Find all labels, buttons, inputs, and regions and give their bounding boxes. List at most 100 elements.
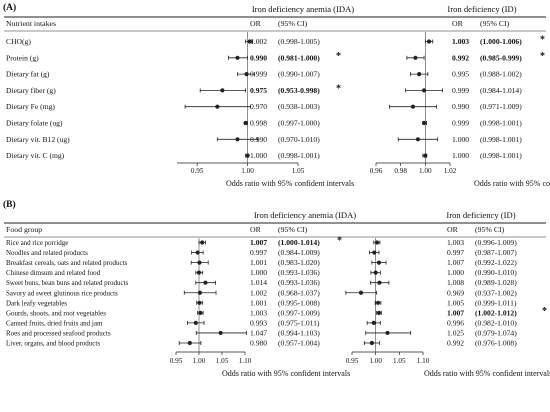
ci-value: (0.999-1.011) [475,298,517,307]
panel-label: (B) [3,199,16,210]
or-value: 1.000 [447,268,464,277]
or-point [244,72,249,77]
row-label: Breakfast cereals, oats and related prod… [6,259,128,267]
or-point [413,55,418,60]
or-point [197,260,202,265]
or-value: 1.001 [250,258,267,267]
or-point [198,310,203,315]
ci-value: (0.997-1.000) [278,119,320,128]
row-label: Rice and rice porridge [6,239,68,247]
series-title: Iron deficiency anemia (IDA) [254,210,356,220]
or-point [417,72,422,77]
x-axis-label: Odds ratio with 95% confident intervals [222,369,350,378]
row-label: Dietary folate (ug) [6,119,63,128]
x-tick-label: 1.00 [193,357,206,365]
column-header-or: OR [447,225,459,234]
or-value: 0.969 [447,288,464,297]
significance-star: * [336,51,341,62]
ci-value: (0.992-1.022) [475,258,517,267]
or-point [375,300,381,305]
x-tick-label: 0.95 [191,167,204,175]
or-point [196,270,202,275]
x-axis-label: Odds ratio with 95% confident intervals [424,369,550,378]
ci-value: (0.937-1.002) [475,288,517,297]
or-value: 1.007 [447,258,464,267]
or-value: 1.014 [250,278,267,287]
or-point [377,280,382,285]
ci-value: (0.982-1.010) [475,318,517,327]
or-value: 0.998 [250,119,267,128]
ci-value: (0.990-1.007) [278,70,320,79]
or-value: 1.002 [250,288,267,297]
x-tick-label: 1.10 [417,357,430,365]
or-point [415,137,421,142]
panel-label: (A) [3,2,16,13]
ci-value: (0.987-1.007) [475,248,517,257]
x-tick-label: 0.95 [346,357,359,365]
significance-star: * [542,306,547,317]
or-point [426,39,432,44]
or-point [197,300,202,305]
or-point [203,280,208,285]
ci-value: (0.971-1.009) [480,102,522,111]
or-value: 1.003 [452,37,469,46]
or-value: 1.000 [452,151,469,160]
series-title: Iron deficiency (ID) [447,4,516,14]
ci-value: (0.998-1.001) [480,135,522,144]
x-tick-label: 1.02 [444,167,457,175]
x-tick-label: 0.96 [370,167,383,175]
x-tick-label: 1.00 [241,167,254,175]
row-label: Liver, organs, and blood products [6,340,100,348]
row-label: Protein (g) [6,53,39,62]
ci-value: (0.998-1.005) [278,37,320,46]
or-point [422,88,427,93]
row-label: Dietary fat (g) [6,70,50,79]
or-value: 1.007 [447,308,464,317]
or-point [220,88,225,93]
ci-value: (0.998-1.001) [278,151,320,160]
row-label: Chinese dimsum and related food [6,269,101,277]
row-label: Dietary vit. C (mg) [6,151,65,160]
row-label: Roes and processed seafood products [6,329,111,337]
or-point [247,39,252,44]
ci-value: (0.997-1.009) [278,308,320,317]
column-header-or: OR [250,225,262,234]
or-point [187,340,192,346]
or-value: 0.990 [452,102,469,111]
row-label: CHO(g) [6,37,31,46]
or-point [371,320,376,325]
or-point [369,340,374,346]
ci-value: (0.996-1.009) [475,238,517,247]
row-label: Dark leafy vegetables [6,299,67,307]
or-value: 0.993 [250,318,267,327]
ci-value: (0.998-1.001) [480,119,522,128]
row-label: Dietary fiber (g) [6,86,56,95]
column-header-label: Food group [6,225,42,234]
or-point [197,290,203,295]
or-value: 1.008 [447,278,464,287]
ci-value: (0.979-1.074) [475,328,517,337]
or-point [195,250,200,255]
or-value: 1.003 [250,308,267,317]
or-value: 1.000 [250,268,267,277]
row-label: Sweet buns, bean buns and related produc… [6,279,129,287]
or-value: 0.980 [250,339,267,348]
ci-value: (1.002-1.012) [475,308,517,317]
column-header-label: Nutrient intakes [6,19,56,28]
row-label: Canned fruits, dried fruits and jam [6,319,103,327]
or-point [423,153,428,158]
column-header-or: OR [452,19,464,28]
or-point [358,290,364,295]
or-point [422,120,427,126]
or-point [218,330,223,336]
or-value: 1.005 [447,298,464,307]
or-point [193,320,198,325]
or-value: 0.992 [452,53,469,62]
ci-value: (0.953-0.998) [278,86,320,95]
row-label: Noodles and related products [6,249,88,257]
column-header-ci: (95% CI) [278,19,308,28]
significance-star: * [336,83,341,94]
x-tick-label: 1.00 [419,167,432,175]
or-value: 1.000 [452,135,469,144]
x-tick-label: 0.98 [394,167,407,175]
